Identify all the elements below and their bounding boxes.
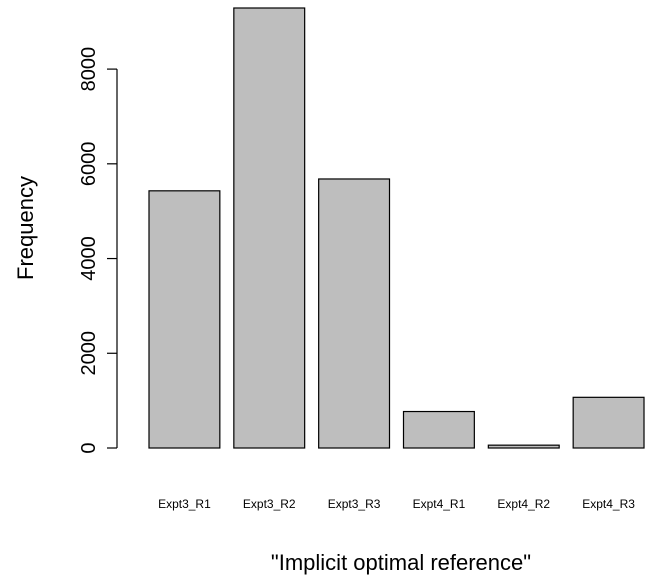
bar-expt4-r2 bbox=[487, 444, 560, 449]
y-axis-label: Frequency bbox=[13, 176, 38, 280]
y-tick-label: 2000 bbox=[78, 331, 100, 376]
y-axis: 0 2000 4000 6000 8000 bbox=[78, 47, 118, 454]
x-tick-label: Expt3_R2 bbox=[243, 497, 296, 511]
y-tick-label: 8000 bbox=[78, 47, 100, 92]
bar-expt4-r1 bbox=[402, 410, 475, 449]
x-tick-label: Expt4_R3 bbox=[582, 497, 635, 511]
y-tick-label: 0 bbox=[78, 442, 100, 453]
x-tick-label: Expt3_R3 bbox=[328, 497, 381, 511]
bar-expt3-r1 bbox=[148, 190, 221, 449]
bar-expt3-r3 bbox=[318, 178, 391, 449]
plot-area bbox=[148, 7, 645, 449]
x-tick-label: Expt4_R1 bbox=[413, 497, 466, 511]
x-axis: Expt3_R1 Expt3_R2 Expt3_R3 Expt4_R1 Expt4_R2… bbox=[158, 497, 635, 511]
x-axis-label: "Implicit optimal reference" bbox=[271, 550, 531, 575]
y-tick-label: 4000 bbox=[78, 236, 100, 281]
x-tick-label: Expt4_R2 bbox=[497, 497, 550, 511]
bar-expt4-r3 bbox=[572, 396, 645, 449]
x-tick-label: Expt3_R1 bbox=[158, 497, 211, 511]
bar-expt3-r2 bbox=[233, 7, 306, 449]
y-tick-label: 6000 bbox=[78, 142, 100, 187]
